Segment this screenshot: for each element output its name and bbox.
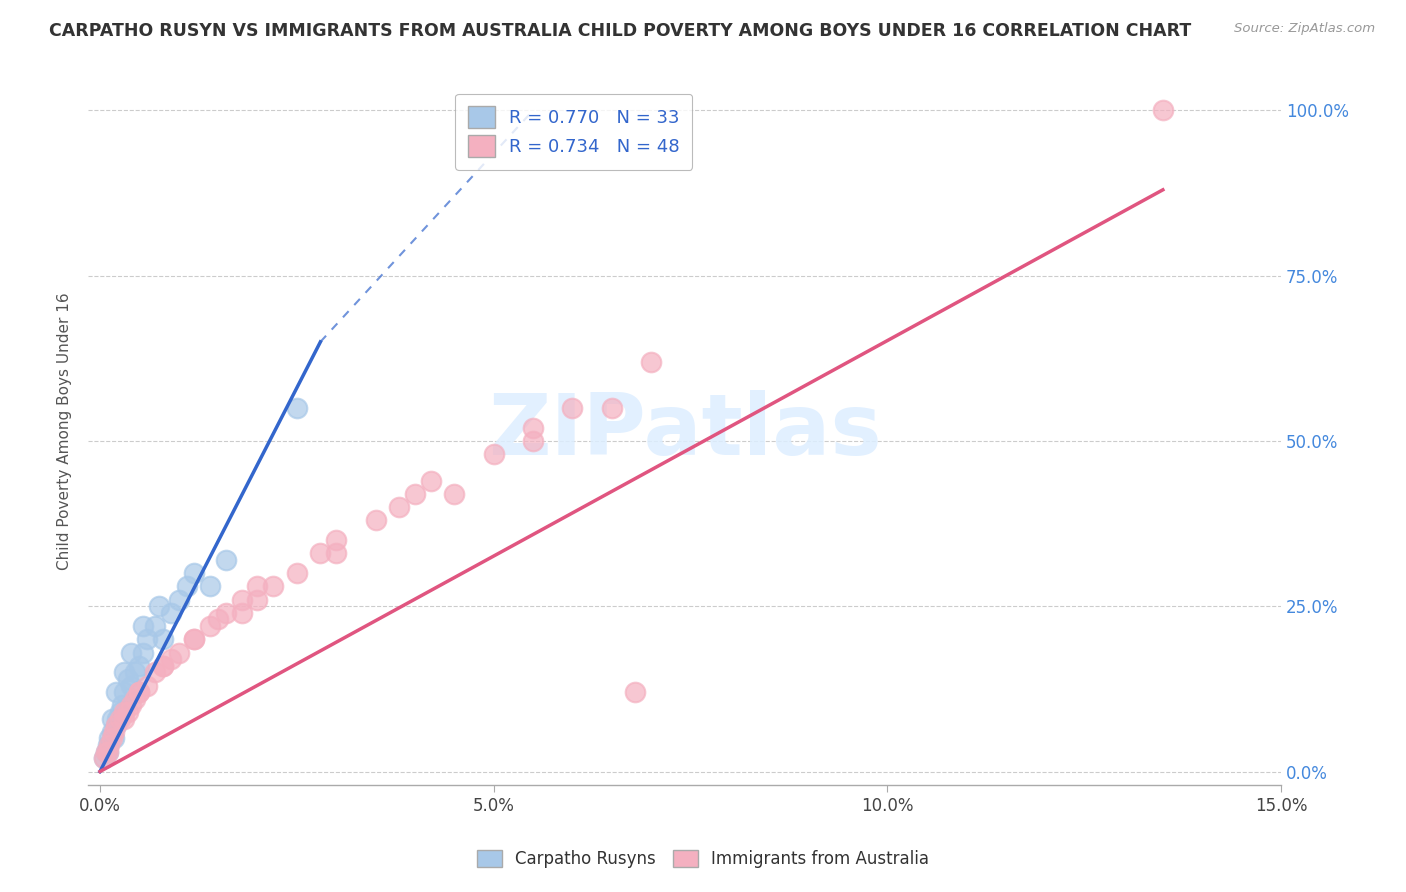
Point: [105, 712, 128, 726]
Point: [136, 632, 159, 647]
Point: [93, 751, 115, 765]
Point: [128, 685, 150, 699]
Point: [207, 613, 229, 627]
Point: [124, 691, 146, 706]
Point: [159, 606, 181, 620]
Point: [128, 685, 150, 699]
Point: [183, 566, 205, 581]
Point: [215, 553, 238, 567]
Point: [132, 619, 155, 633]
Point: [112, 705, 135, 719]
Point: [103, 731, 125, 746]
Point: [561, 401, 583, 415]
Point: [128, 658, 150, 673]
Point: [246, 592, 269, 607]
Point: [159, 652, 181, 666]
Point: [120, 698, 142, 713]
Point: [112, 665, 135, 680]
Point: [482, 447, 505, 461]
Point: [117, 705, 139, 719]
Point: [104, 685, 127, 699]
Point: [111, 698, 134, 713]
Point: [97, 745, 120, 759]
Point: [104, 718, 127, 732]
Point: [309, 546, 332, 560]
Point: [167, 646, 190, 660]
Point: [112, 712, 135, 726]
Point: [120, 646, 142, 660]
Point: [117, 672, 139, 686]
Point: [183, 632, 205, 647]
Point: [148, 599, 170, 614]
Legend: Carpatho Rusyns, Immigrants from Australia: Carpatho Rusyns, Immigrants from Austral…: [470, 843, 936, 875]
Point: [108, 712, 131, 726]
Point: [325, 533, 347, 548]
Point: [96, 745, 118, 759]
Point: [1152, 103, 1174, 118]
Legend: R = 0.770   N = 33, R = 0.734   N = 48: R = 0.770 N = 33, R = 0.734 N = 48: [456, 94, 692, 170]
Point: [404, 487, 426, 501]
Point: [183, 632, 205, 647]
Point: [97, 738, 120, 752]
Point: [103, 724, 125, 739]
Point: [640, 354, 662, 368]
Point: [132, 646, 155, 660]
Point: [198, 579, 221, 593]
Point: [112, 685, 135, 699]
Text: CARPATHO RUSYN VS IMMIGRANTS FROM AUSTRALIA CHILD POVERTY AMONG BOYS UNDER 16 CO: CARPATHO RUSYN VS IMMIGRANTS FROM AUSTRA…: [49, 22, 1191, 40]
Point: [198, 619, 221, 633]
Text: ZIPatlas: ZIPatlas: [488, 390, 882, 473]
Point: [104, 718, 127, 732]
Point: [176, 579, 198, 593]
Point: [100, 712, 122, 726]
Point: [108, 705, 131, 719]
Y-axis label: Child Poverty Among Boys Under 16: Child Poverty Among Boys Under 16: [58, 293, 72, 570]
Point: [143, 665, 166, 680]
Point: [215, 606, 238, 620]
Point: [98, 731, 121, 746]
Point: [419, 474, 441, 488]
Point: [167, 592, 190, 607]
Point: [231, 592, 253, 607]
Point: [285, 566, 308, 581]
Point: [120, 679, 142, 693]
Point: [93, 751, 115, 765]
Point: [96, 745, 118, 759]
Point: [246, 579, 269, 593]
Point: [97, 745, 120, 759]
Point: [325, 546, 347, 560]
Point: [285, 401, 308, 415]
Point: [600, 401, 623, 415]
Point: [124, 665, 146, 680]
Point: [522, 421, 544, 435]
Point: [143, 619, 166, 633]
Point: [522, 434, 544, 448]
Point: [98, 738, 121, 752]
Point: [443, 487, 465, 501]
Text: Source: ZipAtlas.com: Source: ZipAtlas.com: [1234, 22, 1375, 36]
Point: [152, 658, 174, 673]
Point: [136, 679, 159, 693]
Point: [100, 724, 122, 739]
Point: [262, 579, 284, 593]
Point: [624, 685, 647, 699]
Point: [152, 632, 174, 647]
Point: [152, 658, 174, 673]
Point: [388, 500, 411, 515]
Point: [364, 513, 387, 527]
Point: [231, 606, 253, 620]
Point: [100, 731, 122, 746]
